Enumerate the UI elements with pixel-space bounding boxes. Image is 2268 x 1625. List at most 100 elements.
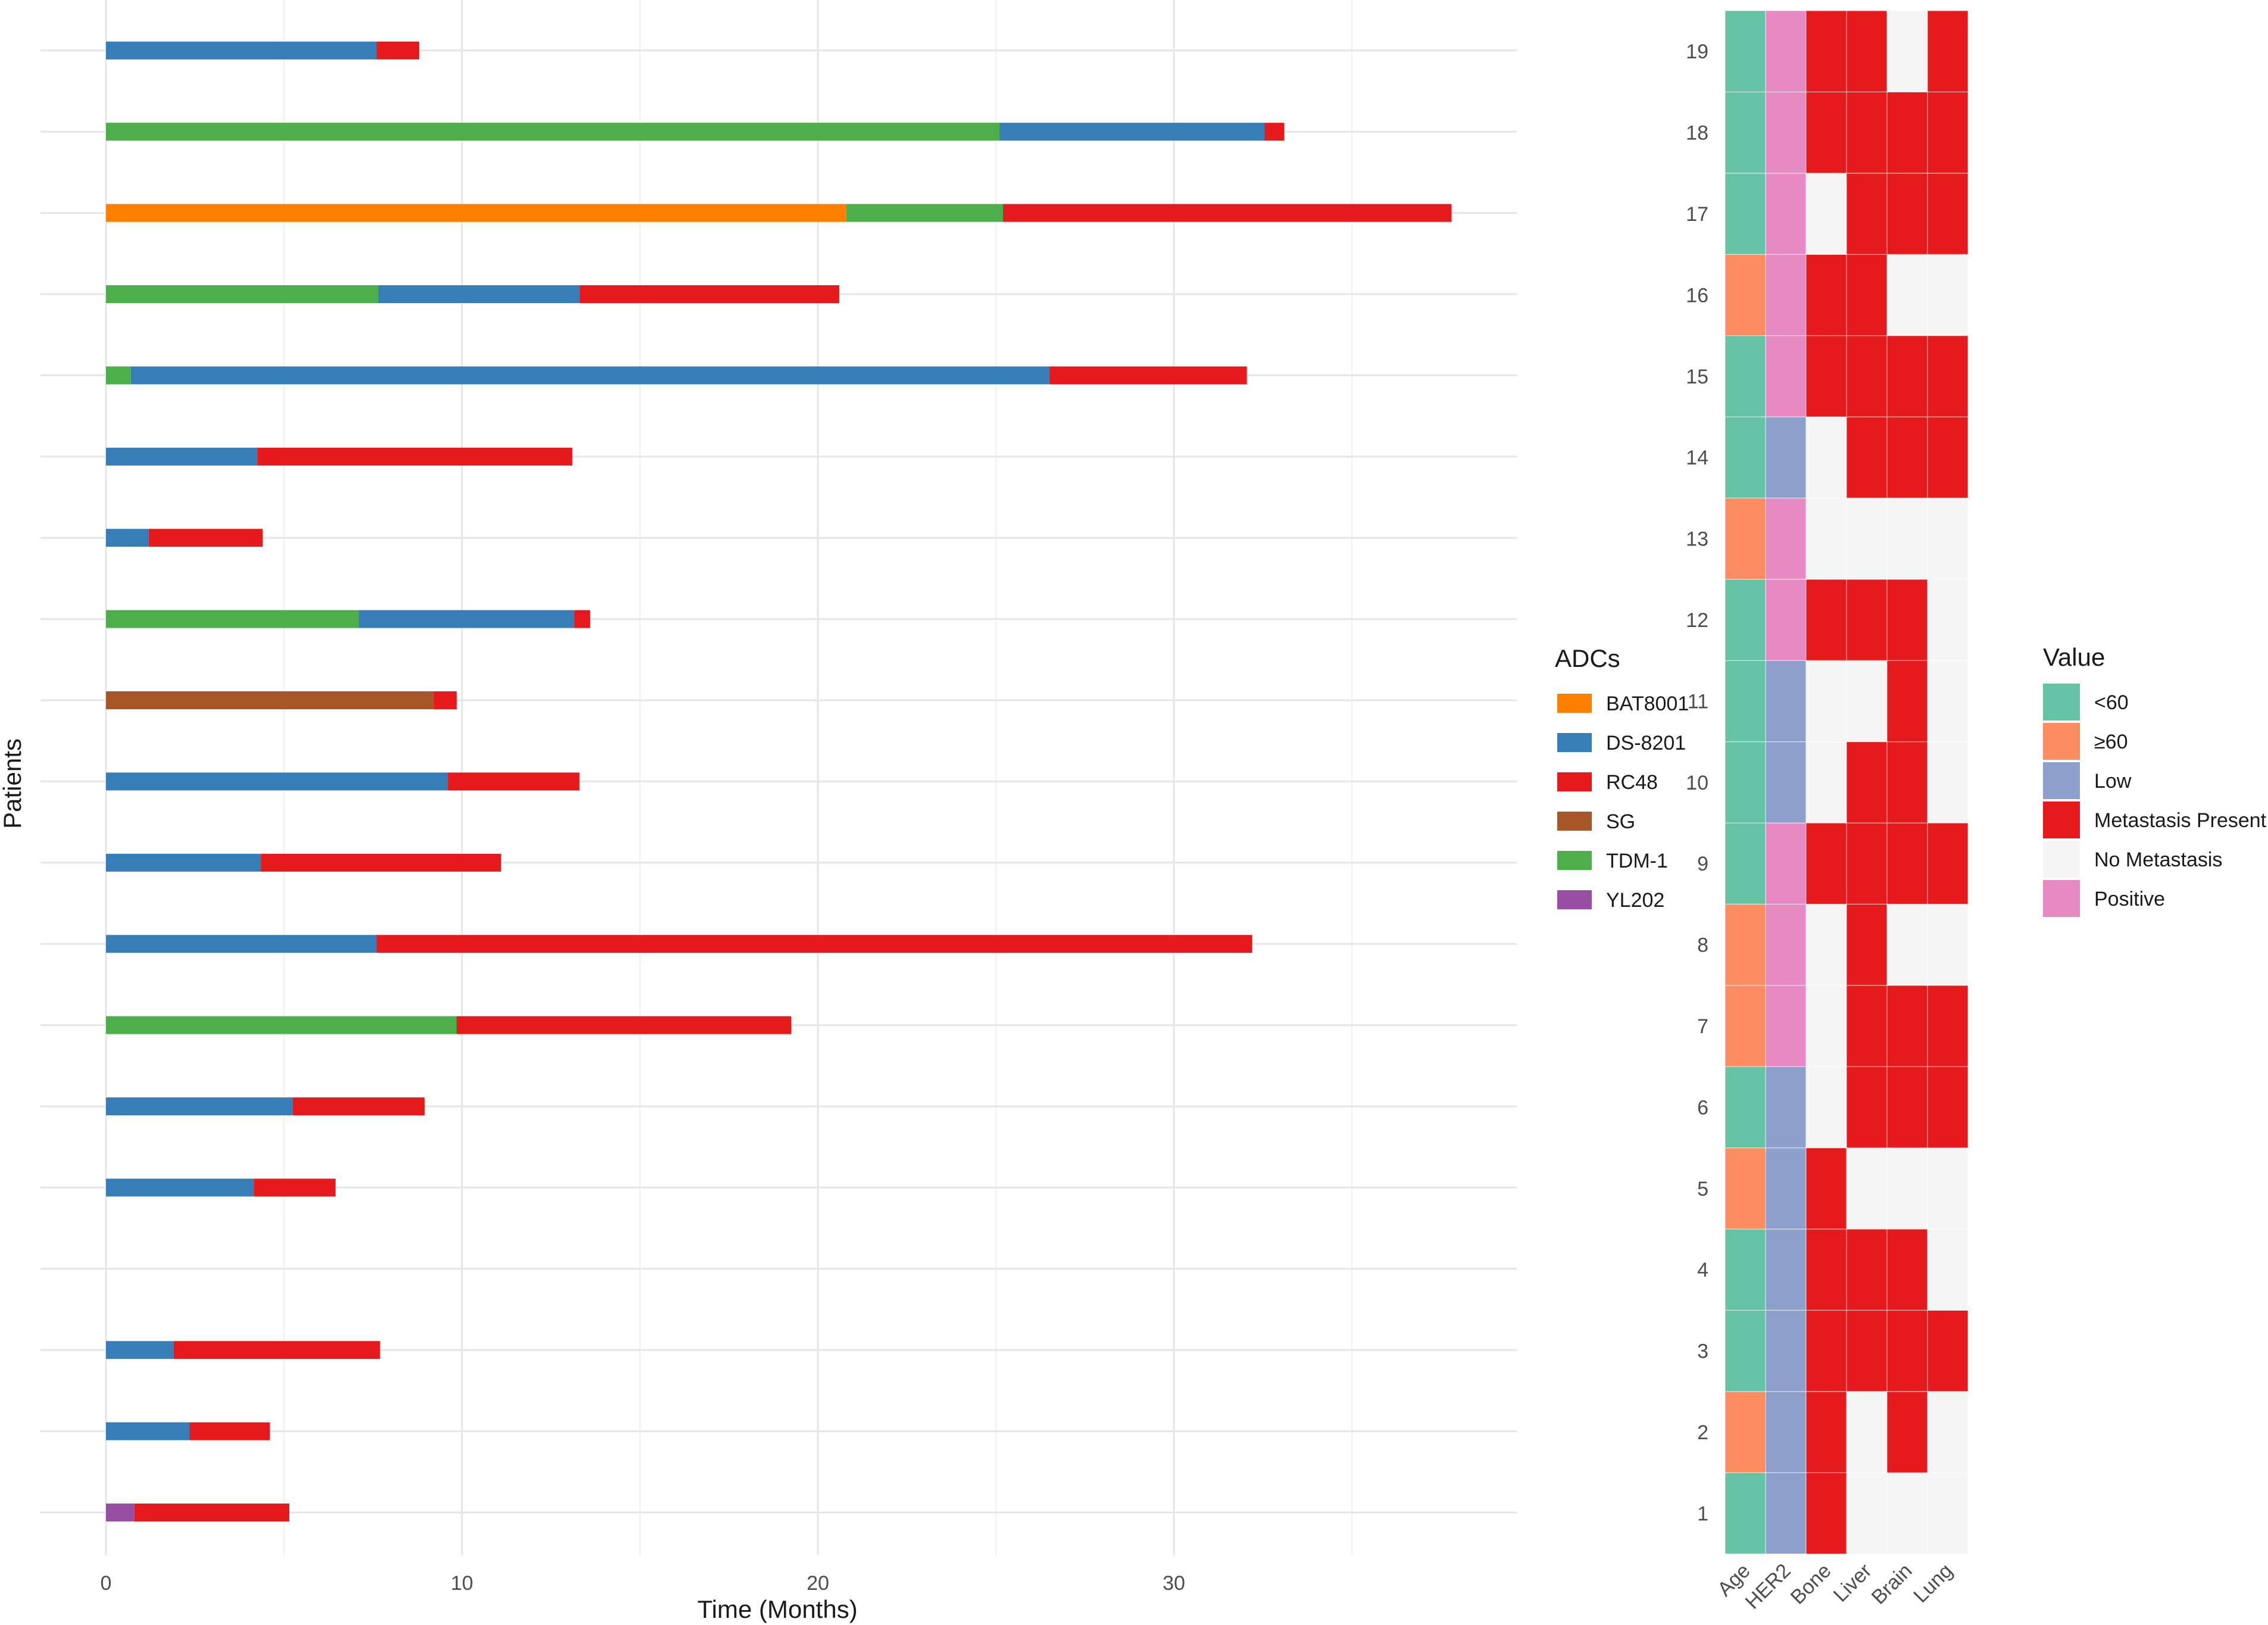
heatmap-row-label-2: 2 — [1697, 1421, 1708, 1444]
heatmap-cell-row-17-bone — [1805, 173, 1847, 255]
heatmap-cell-row-6-her2 — [1765, 1066, 1807, 1149]
adc-legend-swatch-ds-8201 — [1557, 733, 1592, 752]
heatmap-row-label-4: 4 — [1697, 1259, 1708, 1281]
heatmap-cell-row-19-her2 — [1765, 10, 1807, 92]
heatmap-cell-row-4-liver — [1846, 1228, 1888, 1311]
heatmap-cell-row-8-liver — [1846, 903, 1888, 986]
swimmer-bars — [106, 41, 1452, 1521]
heatmap-cell-row-19-brain — [1886, 10, 1928, 92]
heatmap-cell-row-14-age — [1725, 416, 1766, 498]
bar-patient-12-ds-8201-segment-2 — [358, 610, 574, 628]
adc-legend-label-rc48: RC48 — [1606, 771, 1658, 794]
heatmap-cell-row-14-bone — [1805, 416, 1847, 498]
heatmap-row-label-10: 10 — [1686, 772, 1708, 794]
heatmap-cell-row-14-lung — [1927, 416, 1969, 498]
bar-patient-11-rc48-segment-2 — [433, 691, 457, 709]
bar-patient-18-tdm-1-segment-1 — [106, 123, 999, 141]
heatmap-cell-row-10-liver — [1846, 741, 1888, 824]
value-legend-label-lt60: <60 — [2094, 691, 2129, 714]
value-legend-title: Value — [2043, 643, 2105, 671]
heatmap-cell-row-12-bone — [1805, 579, 1847, 661]
heatmap-column-label-lung: Lung — [1909, 1559, 1957, 1607]
heatmap-cell-row-17-her2 — [1765, 173, 1807, 255]
heatmap-cell-row-18-age — [1725, 91, 1766, 174]
bar-patient-14-ds-8201-segment-1 — [106, 447, 258, 466]
adc-legend-swatch-rc48 — [1557, 772, 1592, 791]
heatmap-cell-row-6-age — [1725, 1066, 1766, 1149]
adc-legend-label-bat8001: BAT8001 — [1606, 693, 1689, 715]
heatmap-cell-row-13-bone — [1805, 497, 1847, 580]
x-tick-label-0: 0 — [101, 1572, 112, 1595]
heatmap-cell-row-15-age — [1725, 335, 1766, 417]
bar-patient-9-ds-8201-segment-1 — [106, 853, 261, 872]
heatmap-cell-row-11-her2 — [1765, 660, 1807, 743]
bar-patient-5-ds-8201-segment-1 — [106, 1178, 254, 1197]
x-tick-label-10: 10 — [451, 1572, 473, 1595]
adc-legend-swatch-yl202 — [1557, 890, 1592, 909]
heatmap-cell-row-12-lung — [1927, 579, 1969, 661]
heatmap-cell-row-8-bone — [1805, 903, 1847, 986]
heatmap-cell-row-16-age — [1725, 254, 1766, 336]
heatmap-cell-row-8-lung — [1927, 903, 1969, 986]
heatmap-cell-row-6-liver — [1846, 1066, 1888, 1149]
heatmap-row-label-3: 3 — [1697, 1340, 1708, 1363]
heatmap-cell-row-10-lung — [1927, 741, 1969, 824]
heatmap-row-label-8: 8 — [1697, 934, 1708, 957]
value-legend: Value <60 ≥60 Low Metastasis Present No Meta… — [2043, 643, 2267, 917]
heatmap-cell-row-14-liver — [1846, 416, 1888, 498]
heatmap-cell-row-9-lung — [1927, 822, 1969, 904]
value-legend-swatch-no-metastasis — [2043, 841, 2080, 878]
heatmap-cell-row-8-her2 — [1765, 903, 1807, 986]
heatmap-cell-row-2-brain — [1886, 1391, 1928, 1473]
heatmap-cell-row-13-brain — [1886, 497, 1928, 580]
heatmap-cell-row-6-brain — [1886, 1066, 1928, 1149]
heatmap-column-label-liver: Liver — [1829, 1559, 1876, 1607]
heatmap-row-label-14: 14 — [1686, 447, 1708, 469]
value-legend-swatch-ge60 — [2043, 723, 2080, 760]
heatmap-cell-row-3-age — [1725, 1309, 1766, 1392]
heatmap-cell-row-4-her2 — [1765, 1228, 1807, 1311]
heatmap-cell-row-12-her2 — [1765, 579, 1807, 661]
heatmap-cell-row-17-lung — [1927, 173, 1969, 255]
heatmap-cell-row-15-her2 — [1765, 335, 1807, 417]
adc-legend-label-ds-8201: DS-8201 — [1606, 732, 1686, 754]
heatmap-cell-row-5-her2 — [1765, 1147, 1807, 1230]
bar-patient-5-rc48-segment-2 — [254, 1178, 336, 1197]
heatmap-cell-row-15-brain — [1886, 335, 1928, 417]
bar-patient-8-ds-8201-segment-1 — [106, 935, 377, 953]
bar-patient-8-rc48-segment-2 — [376, 935, 1252, 953]
heatmap-cell-row-11-liver — [1846, 660, 1888, 743]
value-legend-swatch-lt60 — [2043, 684, 2080, 721]
bar-patient-17-bat8001-segment-1 — [106, 204, 846, 222]
heatmap-cell-row-9-bone — [1805, 822, 1847, 904]
x-axis-title: Time (Months) — [697, 1595, 857, 1623]
value-legend-items: <60 ≥60 Low Metastasis Present No Metastasis… — [2043, 684, 2267, 917]
heatmap-row-label-15: 15 — [1686, 366, 1708, 388]
heatmap-cell-row-6-lung — [1927, 1066, 1969, 1149]
bar-patient-9-rc48-segment-2 — [261, 853, 501, 872]
heatmap-cell-row-12-liver — [1846, 579, 1888, 661]
bar-patient-19-ds-8201-segment-1 — [106, 41, 377, 60]
value-legend-swatch-positive — [2043, 880, 2080, 917]
heatmap-cell-row-2-her2 — [1765, 1391, 1807, 1473]
x-tick-label-20: 20 — [807, 1572, 829, 1595]
heatmap-row-label-5: 5 — [1697, 1178, 1708, 1200]
heatmap-cell-row-15-bone — [1805, 335, 1847, 417]
heatmap-cell-row-12-brain — [1886, 579, 1928, 661]
heatmap-cell-row-1-her2 — [1765, 1472, 1807, 1555]
heatmap-cell-row-7-liver — [1846, 985, 1888, 1067]
adc-legend-label-yl202: YL202 — [1606, 889, 1664, 912]
adc-legend-swatch-bat8001 — [1557, 694, 1592, 713]
swimmer-x-tick-labels: 0 10 20 30 — [101, 1572, 1185, 1595]
adc-legend-items: BAT8001 DS-8201 RC48 SG TDM-1 YL202 — [1557, 693, 1689, 912]
bar-patient-18-rc48-segment-3 — [1264, 123, 1285, 141]
x-tick-label-30: 30 — [1163, 1572, 1185, 1595]
heatmap-cell-row-16-liver — [1846, 254, 1888, 336]
heatmap-cell-row-6-bone — [1805, 1066, 1847, 1149]
heatmap-cell-row-16-bone — [1805, 254, 1847, 336]
heatmap-row-label-18: 18 — [1686, 122, 1708, 145]
adc-legend: ADCs BAT8001 DS-8201 RC48 SG TDM-1 YL202 — [1555, 644, 1689, 912]
heatmap-row-label-1: 1 — [1697, 1502, 1708, 1525]
